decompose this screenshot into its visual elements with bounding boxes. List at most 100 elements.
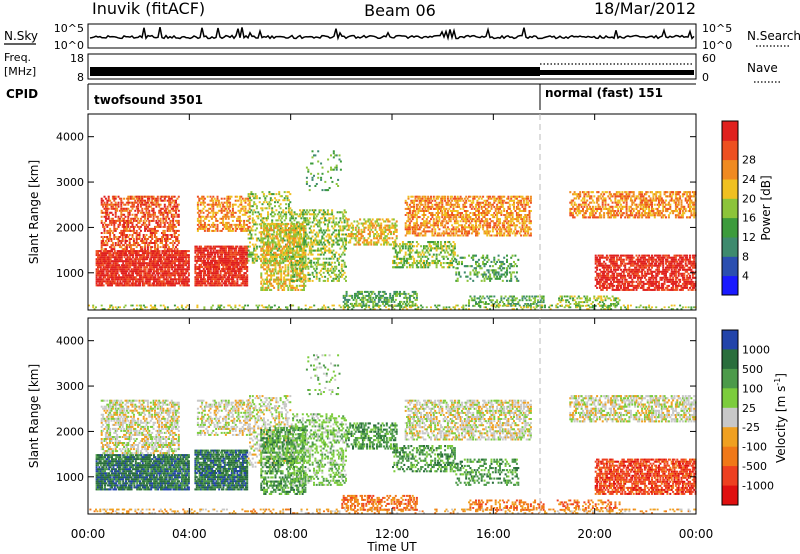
heatmap-cell [249, 231, 251, 234]
heatmap-cell [399, 243, 401, 246]
heatmap-cell [274, 197, 276, 200]
heatmap-cell [124, 219, 127, 222]
heatmap-cell [239, 257, 242, 260]
heatmap-cell [177, 215, 180, 218]
heatmap-cell [240, 223, 243, 226]
heatmap-cell [304, 278, 307, 281]
heatmap-cell [340, 211, 343, 214]
heatmap-cell [339, 229, 342, 232]
heatmap-cell [276, 213, 279, 216]
heatmap-cell [367, 237, 370, 240]
heatmap-cell [151, 268, 154, 271]
heatmap-cell [342, 215, 345, 218]
heatmap-cell [109, 234, 112, 236]
heatmap-cell [243, 257, 246, 260]
heatmap-cell [113, 266, 116, 269]
heatmap-cell [183, 272, 186, 275]
heatmap-cell [148, 205, 151, 208]
heatmap-cell [150, 268, 153, 271]
heatmap-cell [308, 237, 311, 240]
heatmap-cell [125, 258, 127, 261]
heatmap-cell [335, 233, 338, 236]
heatmap-cell [294, 268, 297, 271]
heatmap-cell [116, 276, 119, 279]
heatmap-cell [165, 242, 168, 244]
heatmap-cell [308, 185, 311, 187]
heatmap-cell [162, 276, 165, 279]
heatmap-cell [376, 302, 379, 305]
heatmap-cell [227, 211, 230, 214]
heatmap-cell [203, 229, 206, 232]
heatmap-cell [216, 249, 219, 252]
heatmap-cell [202, 195, 205, 198]
heatmap-cell [374, 228, 377, 231]
heatmap-cell [123, 229, 126, 232]
heatmap-cell [155, 242, 158, 244]
heatmap-cell [394, 224, 397, 227]
heatmap-cell [244, 199, 247, 202]
heatmap-cell [207, 276, 209, 279]
heatmap-cell [157, 252, 160, 255]
heatmap-cell [151, 229, 154, 232]
heatmap-cell [162, 274, 165, 277]
heatmap-cell [384, 237, 387, 240]
heatmap-cell [128, 213, 131, 216]
heatmap-cell [240, 268, 243, 270]
heatmap-cell [137, 266, 140, 269]
heatmap-cell [144, 242, 147, 244]
heatmap-cell [172, 213, 175, 216]
heatmap-cell [303, 229, 305, 232]
heatmap-cell [186, 284, 189, 287]
heatmap-cell [290, 237, 293, 240]
heatmap-cell [112, 262, 115, 265]
heatmap-cell [289, 213, 292, 216]
heatmap-cell [117, 201, 120, 204]
heatmap-cell [401, 302, 404, 305]
heatmap-cell [116, 258, 119, 261]
heatmap-cell [99, 258, 102, 261]
heatmap-cell [117, 195, 120, 198]
heatmap-cell [143, 266, 146, 269]
heatmap-cell [178, 280, 181, 283]
heatmap-cell [393, 259, 396, 262]
heatmap-cell [117, 238, 120, 240]
heatmap-cell [209, 253, 212, 256]
heatmap-cell [149, 201, 152, 204]
heatmap-cell [363, 296, 366, 299]
heatmap-cell [106, 201, 109, 204]
heatmap-cell [287, 235, 290, 238]
heatmap-cell [169, 264, 172, 267]
heatmap-cell [202, 261, 205, 264]
heatmap-cell [246, 280, 249, 283]
heatmap-cell [125, 209, 128, 212]
heatmap-cell [163, 199, 166, 202]
heatmap-cell [176, 274, 179, 277]
heatmap-cell [108, 274, 111, 277]
heatmap-cell [162, 236, 165, 238]
heatmap-cell [324, 263, 327, 266]
heatmap-cell [166, 272, 169, 275]
heatmap-cell [104, 262, 106, 265]
heatmap-cell [236, 217, 239, 220]
heatmap-cell [275, 255, 278, 258]
heatmap-cell [333, 223, 336, 226]
heatmap-cell [297, 221, 300, 224]
heatmap-cell [161, 260, 164, 263]
heatmap-cell [145, 240, 148, 242]
heatmap-cell [209, 203, 212, 206]
heatmap-cell [292, 225, 295, 228]
heatmap-cell [221, 251, 223, 254]
date-title: 18/Mar/2012 [594, 0, 696, 18]
heatmap-cell [131, 229, 134, 232]
heatmap-cell [342, 227, 345, 230]
heatmap-cell [267, 217, 269, 220]
heatmap-cell [231, 207, 234, 210]
heatmap-cell [113, 197, 116, 200]
heatmap-cell [114, 221, 117, 224]
heatmap-cell [170, 197, 173, 200]
heatmap-cell [206, 215, 209, 218]
heatmap-cell [385, 243, 388, 246]
heatmap-cell [168, 284, 171, 287]
heatmap-cell [274, 227, 277, 230]
heatmap-cell [175, 207, 177, 210]
